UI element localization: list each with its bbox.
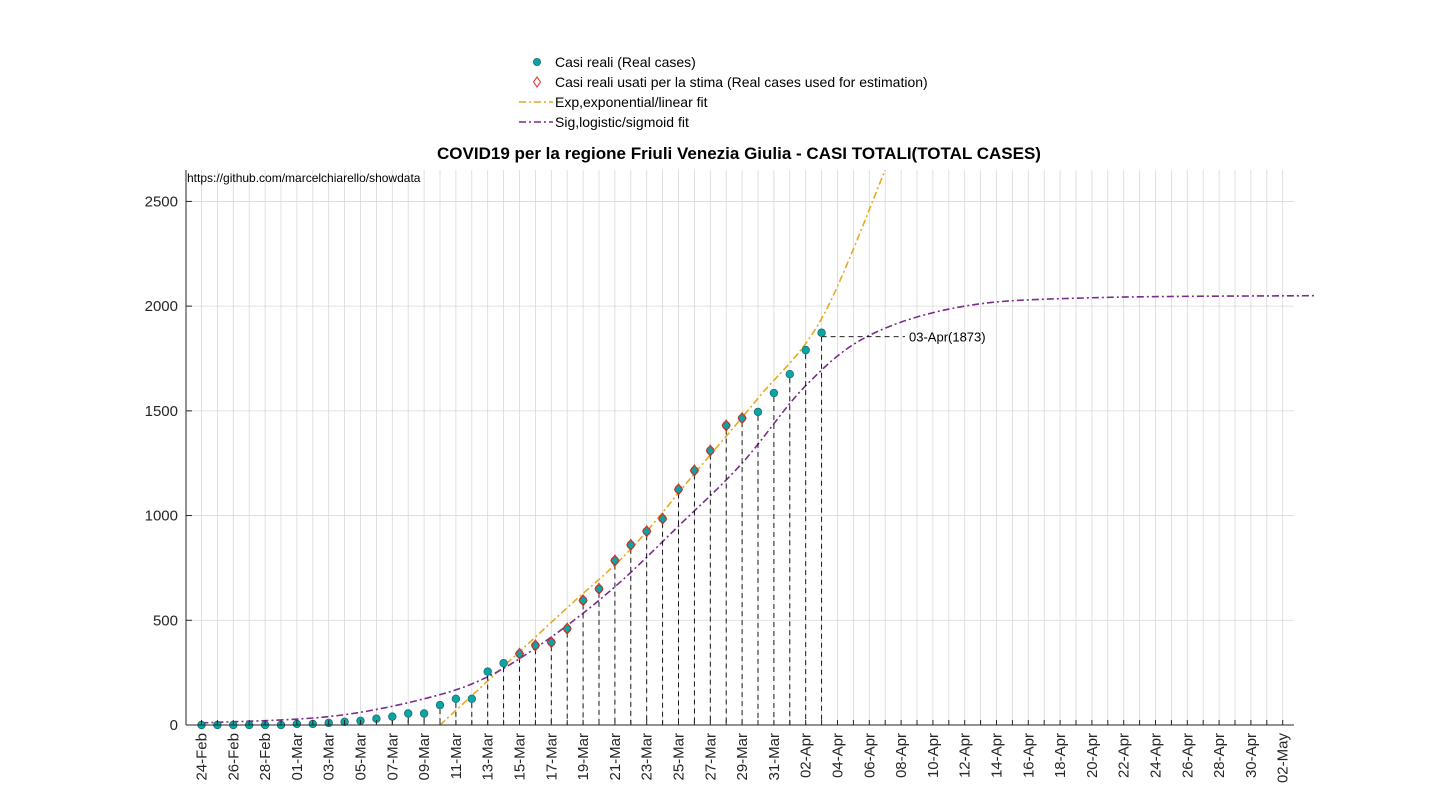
annotation-label: 03-Apr(1873) [909, 330, 986, 345]
estimation-point [530, 639, 541, 652]
real-case-point [404, 709, 413, 718]
x-tick-label: 02-May [1275, 733, 1292, 784]
x-tick-label: 04-Apr [830, 733, 847, 778]
x-tick-label: 12-Apr [957, 733, 974, 778]
legend-marker-diamond [532, 76, 542, 88]
x-tick-label: 05-Mar [353, 733, 370, 781]
x-tick-label: 11-Mar [448, 733, 465, 779]
estimation-point [610, 554, 620, 567]
legend: Casi reali (Real cases) Casi reali usati… [519, 54, 928, 130]
x-tick-label: 26-Feb [225, 733, 242, 781]
x-tick-label: 19-Mar [575, 733, 592, 781]
estimation-point [737, 411, 747, 425]
x-tick-label: 18-Apr [1052, 733, 1069, 778]
x-tick-label: 10-Apr [925, 733, 942, 778]
x-ticks: 24-Feb 26-Feb 28-Feb 01-Mar 03-Mar 05-Mar 07-M… [194, 720, 1292, 783]
x-tick-label: 06-Apr [861, 733, 878, 778]
x-tick-label: 01-Mar [289, 733, 306, 781]
x-tick-label: 02-Apr [798, 733, 815, 778]
estimation-point [721, 419, 731, 432]
x-tick-label: 31-Mar [766, 733, 783, 781]
x-tick-label: 25-Mar [671, 733, 688, 781]
sig-fit-line [201, 294, 1315, 724]
x-tick-label: 27-Mar [702, 733, 719, 781]
x-tick-label: 28-Feb [257, 733, 274, 781]
fit-lines [201, 169, 1315, 726]
estimation-point [642, 524, 652, 538]
x-tick-label: 03-Mar [321, 733, 338, 781]
x-tick-label: 16-Apr [1020, 733, 1037, 778]
legend-label-real-cases: Casi reali (Real cases) [555, 54, 696, 70]
x-tick-label: 17-Mar [543, 733, 560, 781]
x-tick-label: 08-Apr [893, 733, 910, 778]
real-case-point [419, 709, 429, 718]
x-tick-label: 13-Mar [480, 733, 497, 781]
y-tick-label: 2500 [145, 193, 178, 210]
y-tick-label: 1500 [145, 403, 178, 420]
y-ticks: 0 500 1000 1500 2000 2500 [145, 193, 192, 734]
estimation-point [594, 582, 604, 596]
legend-marker-circle [533, 58, 542, 67]
real-case-point [388, 712, 397, 721]
estimation-point [673, 483, 684, 496]
x-tick-label: 26-Apr [1179, 733, 1196, 778]
y-tick-label: 2000 [145, 298, 178, 315]
legend-item-exp-fit: Exp,exponential/linear fit [519, 94, 708, 110]
x-tick-label: 22-Apr [1116, 733, 1133, 778]
real-case-point [467, 694, 476, 704]
legend-item-estimation-cases: Casi reali usati per la stima (Real case… [532, 74, 928, 90]
real-case-point [817, 328, 826, 337]
legend-label-sig-fit: Sig,logistic/sigmoid fit [555, 114, 689, 130]
y-tick-label: 0 [170, 717, 178, 734]
legend-label-exp-fit: Exp,exponential/linear fit [555, 94, 708, 110]
x-tick-label: 14-Apr [989, 733, 1006, 778]
x-tick-label: 24-Apr [1148, 733, 1165, 778]
estimation-point [546, 635, 556, 649]
real-case-point [785, 369, 794, 379]
x-tick-label: 20-Apr [1084, 733, 1101, 778]
real-case-point [499, 659, 508, 668]
x-tick-label: 24-Feb [194, 733, 211, 781]
estimation-point [626, 538, 636, 552]
estimation-markers [514, 411, 747, 661]
estimation-point [562, 622, 572, 636]
exp-fit-line [439, 169, 886, 726]
real-case-point [801, 345, 810, 355]
estimation-point [705, 444, 715, 457]
legend-label-estimation-cases: Casi reali usati per la stima (Real case… [555, 74, 928, 90]
x-tick-label: 21-Mar [607, 733, 624, 781]
legend-item-real-cases: Casi reali (Real cases) [533, 54, 696, 70]
x-tick-label: 07-Mar [384, 733, 401, 781]
estimation-point [689, 464, 700, 477]
estimation-point [578, 594, 588, 607]
real-case-point [769, 388, 779, 398]
x-tick-label: 29-Mar [734, 733, 751, 781]
plot-area [186, 170, 1294, 725]
estimation-point [657, 512, 668, 526]
y-tick-label: 500 [153, 612, 178, 629]
y-tick-label: 1000 [145, 508, 178, 525]
real-case-point [483, 667, 492, 676]
estimation-point [514, 647, 525, 661]
x-tick-label: 30-Apr [1243, 733, 1260, 778]
real-case-point [451, 694, 461, 704]
x-tick-label: 09-Mar [416, 733, 433, 781]
x-tick-label: 23-Mar [639, 733, 656, 781]
real-case-point [435, 700, 445, 710]
source-url: https://github.com/marcelchiarello/showd… [187, 171, 421, 185]
x-tick-label: 15-Mar [512, 733, 529, 781]
x-tick-label: 28-Apr [1211, 733, 1228, 778]
grid [186, 170, 1294, 726]
stem-lines [296, 336, 823, 728]
real-case-point [753, 407, 763, 417]
legend-item-sig-fit: Sig,logistic/sigmoid fit [519, 114, 689, 130]
chart-title: COVID19 per la regione Friuli Venezia Gi… [437, 144, 1041, 163]
